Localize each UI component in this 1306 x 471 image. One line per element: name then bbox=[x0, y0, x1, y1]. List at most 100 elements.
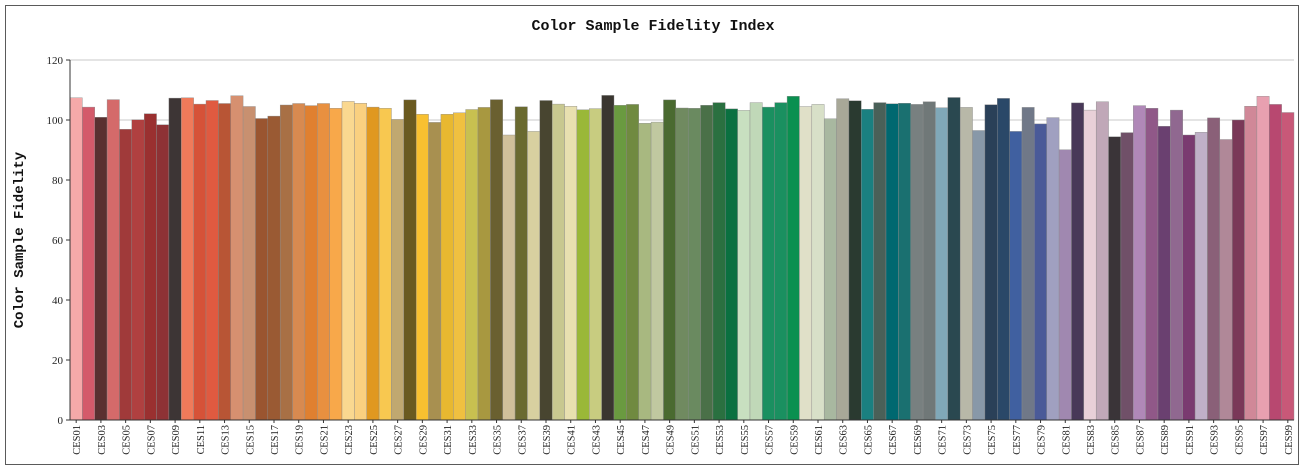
bar-ces98 bbox=[1269, 104, 1282, 421]
x-tick-label: CES19 bbox=[295, 425, 306, 455]
bar-ces28 bbox=[403, 99, 417, 421]
bar-ces61 bbox=[811, 104, 825, 421]
x-tick-label: CES67 bbox=[888, 425, 899, 455]
bar-ces06 bbox=[131, 119, 145, 421]
bar-ces65 bbox=[861, 108, 874, 421]
y-tick-label: 60 bbox=[52, 235, 64, 247]
bar-ces03 bbox=[94, 117, 108, 421]
x-tick-label: CES99 bbox=[1284, 425, 1295, 455]
x-tick-label: CES89 bbox=[1160, 425, 1171, 455]
x-tick-label: CES71 bbox=[938, 425, 949, 455]
bar-ces25 bbox=[366, 106, 380, 421]
bar-ces92 bbox=[1194, 132, 1208, 421]
x-tick-label: CES59 bbox=[789, 425, 800, 455]
bar-ces83 bbox=[1083, 109, 1097, 421]
bar-ces22 bbox=[329, 108, 343, 421]
bar-ces27 bbox=[391, 119, 405, 421]
bar-ces73 bbox=[959, 107, 973, 421]
bar-ces12 bbox=[205, 100, 219, 421]
x-tick-label: CES77 bbox=[1012, 425, 1023, 455]
x-tick-label: CES65 bbox=[863, 425, 874, 455]
bar-ces51 bbox=[687, 108, 701, 421]
x-tick-label: CES81 bbox=[1061, 425, 1072, 455]
bar-ces33 bbox=[465, 109, 479, 421]
bar-ces84 bbox=[1095, 101, 1109, 421]
bar-ces68 bbox=[898, 102, 911, 421]
x-tick-label: CES95 bbox=[1234, 425, 1245, 455]
bar-ces40 bbox=[551, 103, 565, 421]
bar-ces77 bbox=[1009, 131, 1023, 421]
x-tick-label: CES53 bbox=[715, 425, 726, 455]
bar-ces23 bbox=[341, 101, 355, 421]
x-tick-label: CES25 bbox=[369, 425, 380, 455]
bar-ces76 bbox=[997, 98, 1010, 421]
x-tick-label: CES55 bbox=[740, 425, 751, 455]
x-tick-label: CES45 bbox=[616, 425, 627, 455]
x-tick-label: CES05 bbox=[122, 425, 133, 455]
x-tick-label: CES75 bbox=[987, 425, 998, 455]
bar-ces08 bbox=[156, 124, 170, 421]
bar-ces18 bbox=[279, 104, 293, 421]
bar-ces42 bbox=[576, 109, 590, 421]
bar-ces94 bbox=[1219, 139, 1233, 421]
x-tick-label: CES13 bbox=[221, 425, 232, 455]
x-tick-label: CES07 bbox=[146, 425, 157, 455]
bar-ces32 bbox=[453, 112, 466, 421]
x-tick-label: CES11 bbox=[196, 425, 207, 454]
y-tick-label: 0 bbox=[58, 415, 64, 427]
x-tick-label: CES09 bbox=[171, 425, 182, 455]
bar-ces90 bbox=[1170, 109, 1183, 421]
y-tick-label: 20 bbox=[52, 355, 64, 367]
bar-ces47 bbox=[638, 123, 652, 421]
bar-ces45 bbox=[613, 105, 627, 421]
x-tick-label: CES27 bbox=[394, 425, 405, 455]
x-tick-label: CES01 bbox=[72, 425, 83, 455]
bar-ces62 bbox=[823, 118, 837, 421]
y-tick-label: 120 bbox=[47, 55, 64, 67]
bar-ces59 bbox=[786, 96, 800, 421]
bar-ces35 bbox=[490, 99, 503, 421]
bar-ces41 bbox=[564, 105, 578, 421]
bar-ces70 bbox=[922, 101, 936, 421]
bar-ces50 bbox=[675, 107, 689, 421]
bar-ces64 bbox=[848, 100, 862, 421]
bar-ces97 bbox=[1256, 96, 1270, 421]
x-tick-label: CES41 bbox=[567, 425, 578, 455]
bar-ces79 bbox=[1034, 123, 1047, 421]
bar-ces43 bbox=[589, 108, 602, 421]
bar-ces66 bbox=[873, 102, 887, 421]
y-tick-label: 40 bbox=[52, 295, 64, 307]
bar-ces36 bbox=[502, 134, 516, 421]
x-tick-label: CES37 bbox=[517, 425, 528, 455]
bar-ces39 bbox=[539, 100, 553, 421]
bar-ces82 bbox=[1071, 102, 1085, 421]
x-tick-label: CES31 bbox=[443, 425, 454, 455]
bar-ces09 bbox=[168, 97, 182, 421]
y-tick-label: 80 bbox=[52, 175, 64, 187]
bar-ces74 bbox=[972, 130, 986, 421]
bar-ces71 bbox=[935, 107, 949, 421]
x-tick-label: CES49 bbox=[666, 425, 677, 455]
bar-ces80 bbox=[1046, 117, 1060, 421]
bar-ces67 bbox=[885, 103, 899, 421]
bar-ces55 bbox=[737, 110, 751, 421]
bar-ces60 bbox=[799, 106, 813, 421]
bar-ces37 bbox=[514, 106, 528, 421]
x-tick-label: CES87 bbox=[1135, 425, 1146, 455]
x-tick-label: CES47 bbox=[641, 425, 652, 455]
bar-ces49 bbox=[663, 99, 677, 421]
bar-ces85 bbox=[1108, 136, 1122, 421]
bar-ces88 bbox=[1145, 108, 1159, 421]
bar-ces96 bbox=[1244, 105, 1258, 421]
bar-ces86 bbox=[1120, 132, 1134, 421]
bar-ces81 bbox=[1058, 149, 1072, 421]
x-tick-label: CES39 bbox=[542, 425, 553, 455]
bar-ces53 bbox=[712, 102, 726, 421]
bar-ces91 bbox=[1182, 134, 1196, 421]
bar-ces11 bbox=[193, 103, 207, 421]
x-tick-label: CES61 bbox=[814, 425, 825, 455]
bar-ces17 bbox=[267, 115, 281, 421]
bar-ces69 bbox=[910, 104, 924, 421]
bar-ces93 bbox=[1207, 117, 1221, 421]
